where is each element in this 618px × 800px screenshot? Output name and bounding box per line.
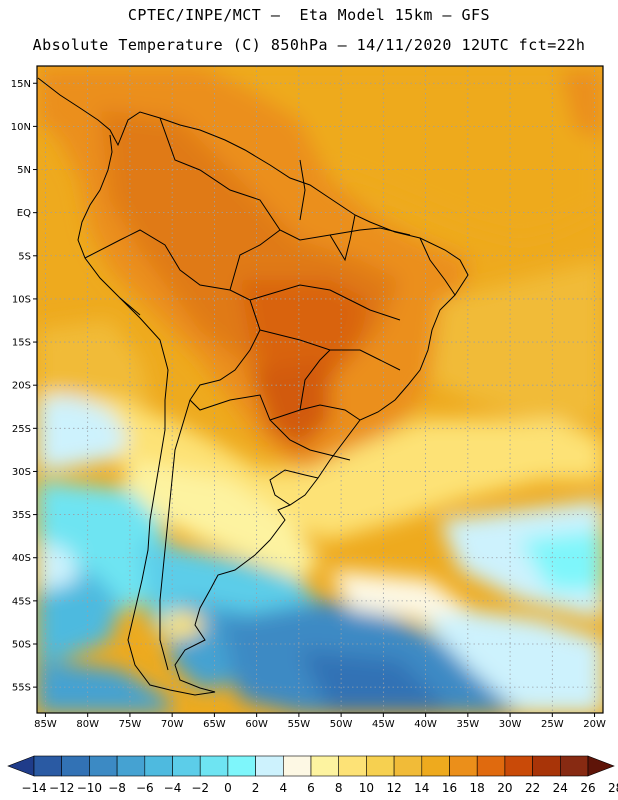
coastline-boundaries [37,77,469,696]
colorbar-label: 16 [442,781,457,795]
colorbar-label: 24 [553,781,568,795]
colorbar-label: 8 [335,781,343,795]
lat-tick-label: 10N [11,122,31,133]
colorbar-swatch [366,755,395,777]
colorbar-swatch [89,755,118,777]
colorbar-swatch [144,755,173,777]
lon-tick-label: 50W [330,719,353,730]
lat-tick-label: 10S [12,294,31,305]
colorbar-swatch [449,755,478,777]
colorbar-label: 2 [252,781,260,795]
lon-tick-label: 65W [203,719,226,730]
lat-tick-label: EQ [17,208,31,219]
lon-tick-label: 70W [161,719,184,730]
lon-tick-label: 25W [541,719,564,730]
colorbar-label: 4 [279,781,287,795]
colorbar-label: −12 [49,781,74,795]
lat-tick-label: 55S [12,683,31,694]
colorbar-max-arrow [587,755,615,777]
lon-tick-label: 80W [76,719,99,730]
latitude-tick-labels: 15N 10N 5N EQ 5S 10S 15S 20S 25S 30S 35S 40S 45S 50S 5… [11,79,37,694]
lat-tick-label: 50S [12,639,31,650]
colorbar-swatch [476,755,506,777]
lon-tick-label: 30W [499,719,522,730]
colorbar-swatch [255,755,284,777]
colorbar-label: 12 [386,781,401,795]
colorbar-swatch [61,755,90,777]
colorbar-swatch [504,755,533,777]
lat-tick-label: 15S [12,338,31,349]
lon-tick-label: 60W [245,719,268,730]
lat-tick-label: 5S [18,251,31,262]
lon-tick-label: 55W [288,719,311,730]
lon-tick-label: 40W [414,719,437,730]
lon-tick-label: 85W [34,719,57,730]
colorbar-swatch [199,755,229,777]
colorbar-label: 18 [470,781,485,795]
colorbar-label: 26 [580,781,595,795]
colorbar-swatch [559,755,589,777]
colorbar-label: −4 [164,781,182,795]
lat-tick-label: 25S [12,424,31,435]
map-title-line2: Absolute Temperature (C) 850hPa – 14/11/… [32,36,586,54]
colorbar-swatch [310,755,340,777]
colorbar-label: 14 [414,781,429,795]
colorbar-label: −2 [191,781,209,795]
lat-tick-label: 35S [12,510,31,521]
colorbar-swatch [532,755,561,777]
colorbar-label: −10 [77,781,102,795]
lat-tick-label: 40S [12,553,31,564]
colorbar-label: 0 [224,781,232,795]
longitude-tick-labels: 85W 80W 75W 70W 65W 60W 55W 50W 45W 40W 35W 30W 25W 2… [34,713,606,730]
temperature-field [37,66,603,713]
colorbar-tick-labels: −14 −12 −10 −8 −6 −4 −2 0 2 4 6 8 10 12 14 16 18 20 22 24 26… [21,781,618,795]
colorbar-label: 6 [307,781,315,795]
colorbar-label: 22 [525,781,540,795]
colorbar-label: −8 [108,781,126,795]
lat-tick-label: 30S [12,467,31,478]
lon-tick-label: 35W [457,719,480,730]
lat-tick-label: 15N [11,79,31,90]
lon-tick-label: 45W [372,719,395,730]
colorbar-swatch [393,755,423,777]
lat-tick-label: 45S [12,596,31,607]
colorbar-swatch [172,755,201,777]
lon-tick-label: 75W [119,719,142,730]
colorbar-swatch [338,755,367,777]
colorbar-label: 10 [359,781,374,795]
colorbar-min-arrow [7,755,35,777]
colorbar-swatch [33,755,63,777]
colorbar-swatch [227,755,256,777]
temperature-colorbar [7,755,615,777]
lat-tick-label: 5N [17,165,31,176]
colorbar-label: −14 [21,781,46,795]
map-frame [36,65,604,714]
colorbar-label: 20 [497,781,512,795]
colorbar-label: 28 [608,781,618,795]
colorbar-swatch [282,755,312,777]
lat-tick-label: 20S [12,381,31,392]
colorbar-label: −6 [136,781,154,795]
colorbar-swatch [116,755,146,777]
colorbar-swatch [421,755,450,777]
map-title-line1: CPTEC/INPE/MCT – Eta Model 15km – GFS [127,6,491,24]
lon-tick-label: 20W [583,719,606,730]
